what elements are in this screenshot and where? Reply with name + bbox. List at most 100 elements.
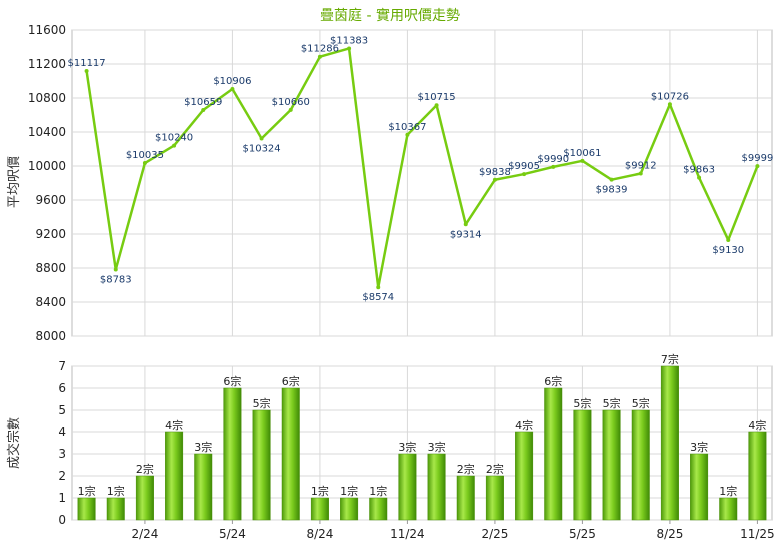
count-data-label: 5宗 [632, 396, 650, 410]
count-data-label: 1宗 [719, 484, 737, 498]
price-data-label: $10367 [388, 122, 426, 133]
price-data-label: $10715 [417, 92, 455, 103]
price-point [522, 172, 527, 177]
price-point [201, 107, 206, 112]
count-bar [252, 409, 271, 521]
price-data-label: $11117 [67, 58, 105, 69]
price-point [463, 222, 468, 227]
price-data-label: $10324 [242, 143, 280, 154]
count-bar [369, 497, 388, 521]
count-bar [660, 365, 679, 521]
price-point [347, 46, 352, 51]
price-point [726, 237, 731, 242]
line-plot-area [71, 29, 773, 337]
price-data-label: $9912 [625, 160, 657, 171]
price-point [755, 164, 760, 169]
count-bar [398, 453, 417, 521]
count-bar [544, 387, 563, 521]
count-data-label: 5宗 [603, 396, 621, 410]
price-data-label: $10906 [213, 76, 251, 87]
count-bar [223, 387, 242, 521]
bar-chart-panel: 0 1 2 3 4 5 6 7 1宗 1宗 2宗 4宗 3宗 6宗 5宗 6宗 1宗 1宗 1宗 3宗 3宗 2宗 2宗 4宗… [58, 352, 774, 541]
line-y-tick-label: 9600 [35, 193, 66, 207]
count-data-label: 2宗 [486, 462, 504, 476]
price-data-label: $10659 [184, 97, 222, 108]
line-chart-panel: 8000 8400 8800 9200 9600 10000 10400 10800 11200… [28, 23, 774, 343]
count-bar [194, 453, 213, 521]
price-point [317, 54, 322, 59]
bar-plot-area [71, 365, 773, 521]
line-y-tick-label: 10800 [28, 91, 66, 105]
price-data-label: $11383 [330, 35, 368, 46]
bar-y-tick-label: 5 [58, 403, 66, 417]
count-bar [719, 497, 738, 521]
bar-chart-ylabel: 成交宗數 [6, 417, 22, 469]
count-data-label: 6宗 [282, 374, 300, 388]
count-data-label: 1宗 [78, 484, 96, 498]
count-data-label: 5宗 [253, 396, 271, 410]
count-bar [135, 475, 154, 521]
price-point [376, 285, 381, 290]
count-bar [106, 497, 125, 521]
price-data-label: $10061 [563, 148, 601, 159]
line-y-tick-label: 10000 [28, 159, 66, 173]
price-data-label: $10726 [651, 91, 689, 102]
price-point [172, 143, 177, 148]
line-y-tick-label: 11600 [28, 23, 66, 37]
x-tick-label: 5/24 [219, 527, 246, 541]
count-data-label: 7宗 [661, 352, 679, 366]
price-point [638, 171, 643, 176]
count-data-label: 2宗 [136, 462, 154, 476]
price-data-label: $8783 [100, 274, 132, 285]
price-point [580, 158, 585, 163]
price-point [259, 136, 264, 141]
price-point [434, 103, 439, 108]
x-tick-label: 11/25 [740, 527, 775, 541]
bar-y-tick-label: 6 [58, 381, 66, 395]
bar-y-tick-label: 4 [58, 425, 66, 439]
bar-y-tick-label: 0 [58, 513, 66, 527]
count-bar [165, 431, 184, 521]
count-data-label: 4宗 [748, 418, 766, 432]
price-point [142, 161, 147, 166]
count-bar [427, 453, 446, 521]
x-tick-label: 5/25 [569, 527, 596, 541]
count-bar [573, 409, 592, 521]
count-bar [340, 497, 359, 521]
count-data-label: 1宗 [107, 484, 125, 498]
price-data-label: $9990 [537, 154, 569, 165]
count-bar [690, 453, 709, 521]
count-bar [310, 497, 329, 521]
price-point [697, 175, 702, 180]
count-bar [485, 475, 504, 521]
price-data-label: $9838 [479, 167, 511, 178]
count-data-label: 4宗 [515, 418, 533, 432]
price-point [230, 86, 235, 91]
count-data-label: 1宗 [369, 484, 387, 498]
count-bar [602, 409, 621, 521]
bar-y-tick-label: 2 [58, 469, 66, 483]
count-data-label: 3宗 [690, 440, 708, 454]
count-data-label: 1宗 [311, 484, 329, 498]
count-data-label: 3宗 [428, 440, 446, 454]
bar-y-tick-label: 1 [58, 491, 66, 505]
price-data-label: $9130 [712, 245, 744, 256]
price-data-label: $11286 [301, 44, 339, 55]
chart-title: 疊茵庭 - 實用呎價走勢 [320, 7, 460, 24]
x-tick-label: 11/24 [390, 527, 425, 541]
price-point [405, 132, 410, 137]
count-bar [748, 431, 767, 521]
count-bar [515, 431, 534, 521]
price-point [609, 177, 614, 182]
price-data-label: $8574 [362, 292, 394, 303]
price-data-label: $9839 [596, 185, 628, 196]
price-point [551, 164, 556, 169]
price-data-label: $10240 [155, 133, 193, 144]
line-y-tick-label: 8000 [35, 329, 66, 343]
count-bar [456, 475, 475, 521]
price-data-label: $9999 [742, 153, 774, 164]
price-data-label: $9314 [450, 229, 482, 240]
x-tick-label: 8/25 [656, 527, 683, 541]
x-tick-label: 2/24 [131, 527, 158, 541]
line-y-tick-label: 10400 [28, 125, 66, 139]
